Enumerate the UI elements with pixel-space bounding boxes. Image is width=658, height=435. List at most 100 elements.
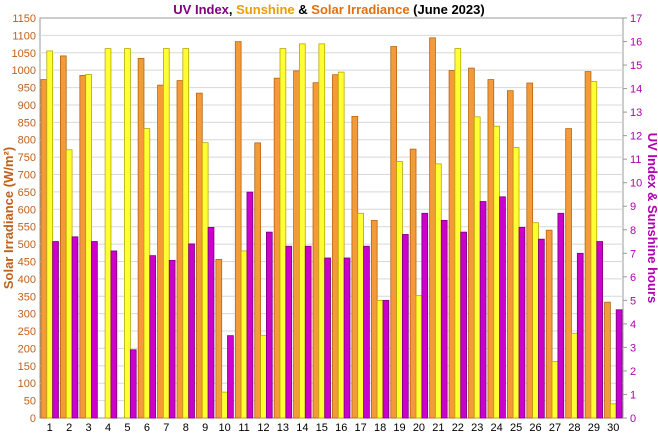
bars bbox=[40, 37, 623, 419]
y-left-tick-label: 1050 bbox=[12, 48, 36, 60]
bar-series-2 bbox=[396, 161, 403, 419]
title-part-4: & bbox=[295, 2, 312, 17]
bar-series-3 bbox=[304, 245, 312, 419]
x-tick-label: 27 bbox=[549, 422, 561, 434]
y-left-tick-label: 350 bbox=[18, 291, 36, 303]
grid bbox=[40, 34, 623, 402]
bar-series-3 bbox=[421, 212, 429, 419]
bar-series-1 bbox=[506, 90, 514, 419]
bar-series-3 bbox=[596, 241, 603, 419]
y-left-tick-label: 150 bbox=[18, 361, 36, 373]
y-left-tick-label: 450 bbox=[18, 256, 36, 268]
x-tick-label: 28 bbox=[568, 422, 580, 434]
x-tick-label: 30 bbox=[607, 422, 619, 434]
bar-series-3 bbox=[285, 245, 293, 419]
bar-series-1 bbox=[487, 79, 495, 419]
bar-series-2 bbox=[124, 48, 131, 419]
bar-series-2 bbox=[65, 149, 73, 419]
y-right-tick-label: 3 bbox=[630, 342, 636, 354]
bar-series-2 bbox=[240, 250, 248, 419]
y-right-tick-label: 1 bbox=[630, 389, 636, 401]
y-right-tick-label: 15 bbox=[630, 60, 642, 72]
x-tick-label: 12 bbox=[257, 422, 269, 434]
y-left-tick-label: 1000 bbox=[12, 65, 36, 77]
bar-series-1 bbox=[565, 128, 572, 419]
x-tick-label: 19 bbox=[393, 422, 405, 434]
x-tick-label: 16 bbox=[335, 422, 347, 434]
bar-series-1 bbox=[390, 46, 398, 419]
bar-series-2 bbox=[143, 128, 151, 419]
y-right-tick-label: 17 bbox=[630, 13, 642, 25]
x-tick-label: 2 bbox=[66, 422, 72, 434]
y-axis-left-label: Solar Irradiance (W/m²) bbox=[1, 147, 16, 289]
x-tick-label: 22 bbox=[452, 422, 464, 434]
bar-series-3 bbox=[363, 245, 370, 419]
bar-series-3 bbox=[615, 309, 623, 419]
y-left-tick-label: 900 bbox=[18, 100, 36, 112]
y-right-tick-label: 11 bbox=[630, 154, 641, 166]
bar-series-2 bbox=[260, 335, 267, 419]
bar-series-2 bbox=[493, 125, 500, 419]
y-right-tick-label: 4 bbox=[630, 319, 636, 331]
bar-series-3 bbox=[71, 236, 79, 419]
bar-series-1 bbox=[429, 37, 436, 419]
bar-series-3 bbox=[440, 219, 448, 419]
y-right-tick-label: 7 bbox=[630, 248, 636, 260]
bar-series-1 bbox=[604, 301, 611, 419]
title-part-1: UV Index bbox=[173, 2, 229, 17]
x-tick-label: 10 bbox=[218, 422, 230, 434]
bar-series-1 bbox=[468, 67, 475, 419]
y-right-tick-label: 9 bbox=[630, 201, 636, 213]
bar-series-3 bbox=[402, 234, 409, 419]
bar-series-1 bbox=[332, 74, 339, 419]
bar-series-2 bbox=[46, 50, 54, 419]
chart-title: UV Index, Sunshine & Solar Irradiance (J… bbox=[173, 2, 484, 17]
x-tick-label: 29 bbox=[588, 422, 600, 434]
x-tick-label: 3 bbox=[86, 422, 92, 434]
x-tick-label: 13 bbox=[277, 422, 289, 434]
bar-series-3 bbox=[91, 241, 98, 419]
bar-series-1 bbox=[215, 258, 223, 419]
y-left-tick-label: 850 bbox=[18, 117, 36, 129]
x-tick-label: 5 bbox=[124, 422, 130, 434]
y-left-tick-label: 100 bbox=[18, 378, 36, 390]
x-tick-label: 1 bbox=[47, 422, 53, 434]
y-left-tick-label: 1150 bbox=[12, 13, 36, 25]
y-left-tick-label: 750 bbox=[18, 152, 36, 164]
y-right-tick-label: 10 bbox=[630, 178, 642, 190]
x-tick-label: 7 bbox=[163, 422, 169, 434]
y-right-tick-label: 16 bbox=[630, 37, 642, 49]
x-tick-label: 26 bbox=[529, 422, 541, 434]
bar-series-3 bbox=[343, 257, 351, 419]
bar-series-1 bbox=[448, 70, 456, 419]
x-tick-label: 9 bbox=[202, 422, 208, 434]
plot-area bbox=[39, 17, 624, 419]
bar-series-2 bbox=[532, 222, 539, 419]
x-tick-label: 11 bbox=[238, 422, 249, 434]
bar-series-1 bbox=[40, 79, 48, 419]
y-left-tick-label: 250 bbox=[18, 326, 36, 338]
bar-series-1 bbox=[60, 55, 67, 419]
bar-series-2 bbox=[163, 48, 170, 419]
bar-series-3 bbox=[129, 349, 137, 419]
bar-series-1 bbox=[526, 82, 534, 419]
bar-series-3 bbox=[188, 243, 195, 419]
bar-series-3 bbox=[479, 201, 487, 419]
bar-series-2 bbox=[376, 299, 384, 419]
y-right-tick-label: 8 bbox=[630, 225, 636, 237]
bar-series-2 bbox=[221, 391, 228, 419]
x-tick-label: 24 bbox=[491, 422, 503, 434]
bar-series-3 bbox=[382, 299, 390, 419]
bar-series-2 bbox=[85, 74, 92, 419]
bar-series-1 bbox=[176, 80, 184, 419]
bar-series-3 bbox=[168, 259, 176, 419]
bar-series-3 bbox=[538, 238, 545, 419]
x-tick-label: 8 bbox=[183, 422, 189, 434]
bar-series-3 bbox=[576, 252, 584, 419]
y-right-tick-label: 14 bbox=[630, 84, 642, 96]
bar-series-2 bbox=[473, 116, 481, 419]
y-axis-right-label: UV Index & Sunshine hours bbox=[645, 133, 658, 303]
x-tick-label: 15 bbox=[316, 422, 328, 434]
bar-series-3 bbox=[460, 231, 467, 419]
